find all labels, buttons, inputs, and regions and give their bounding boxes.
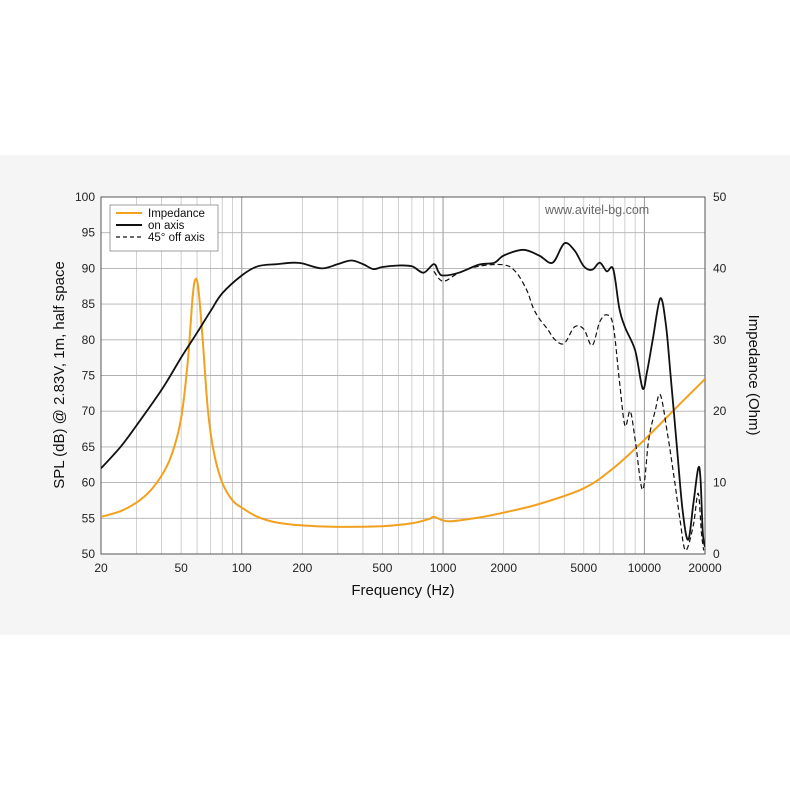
x-tick-label: 200 [292,561,312,575]
y2-tick-label: 30 [713,333,727,347]
y-tick-label: 60 [82,476,96,490]
y2-axis-label: Impedance (Ohm) [745,315,762,436]
y-tick-label: 100 [75,190,95,204]
series-line-on-axis [101,242,705,548]
y-tick-label: 95 [82,226,96,240]
chart-panel: 20 50 100 200 500 1000 2000 5000 10000 20000 50 55 6… [0,155,790,635]
x-tick-label: 20 [94,561,108,575]
x-tick-label: 50 [174,561,188,575]
y2-tick-label: 10 [713,476,727,490]
x-tick-label: 10000 [628,561,662,575]
y-axis-label: SPL (dB) @ 2.83V, 1m, half space [51,261,68,489]
y-tick-label: 75 [82,369,96,383]
x-tick-label: 5000 [570,561,597,575]
plot-frame [100,196,706,555]
y-tick-label: 70 [82,404,96,418]
legend-entry: Impedance [148,208,205,220]
y2-tick-label: 20 [713,404,727,418]
y-tick-label: 65 [82,440,96,454]
frequency-response-chart: 20 50 100 200 500 1000 2000 5000 10000 2000050556… [51,190,762,599]
x-tick-label: 1000 [430,561,457,575]
series-line-impedance [101,277,705,528]
y2-tick-label: 0 [713,547,720,561]
y2-tick-label: 50 [713,190,727,204]
y-tick-label: 55 [82,511,96,525]
y-tick-label: 50 [82,547,96,561]
x-axis-label: Frequency (Hz) [351,582,454,599]
y2-tick-label: 40 [713,261,727,275]
x-tick-label: 500 [372,561,392,575]
x-tick-label: 2000 [490,561,517,575]
y-tick-label: 80 [82,333,96,347]
y-tick-label: 85 [82,297,96,311]
y-tick-label: 90 [82,261,96,275]
watermark-url: www.avitel-bg.com [544,203,649,217]
legend-entry: 45° off axis [148,232,205,244]
x-tick-label: 100 [232,561,252,575]
series-line-45-off-axis [433,263,705,552]
x-tick-label: 20000 [688,561,722,575]
legend-entry: on axis [148,220,185,232]
